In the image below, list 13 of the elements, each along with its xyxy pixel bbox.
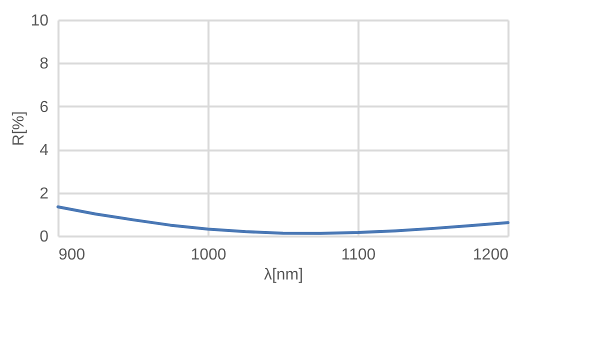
y-tick-label: 10	[30, 12, 49, 30]
x-tick-label: 1100	[341, 246, 376, 264]
x-axis-title: λ[nm]	[264, 266, 304, 284]
y-tick-label: 2	[40, 185, 49, 202]
y-axis-title: R[%]	[10, 111, 28, 146]
y-tick-label: 6	[40, 98, 49, 116]
y-tick-label: 4	[40, 142, 49, 160]
line-series	[56, 205, 510, 235]
x-tick-label: 1200	[472, 246, 509, 264]
y-tick-label: 0	[40, 228, 49, 246]
y-tick-label: 8	[40, 56, 49, 73]
x-tick-label: 900	[58, 246, 86, 264]
x-tick-label: 1000	[190, 246, 226, 264]
